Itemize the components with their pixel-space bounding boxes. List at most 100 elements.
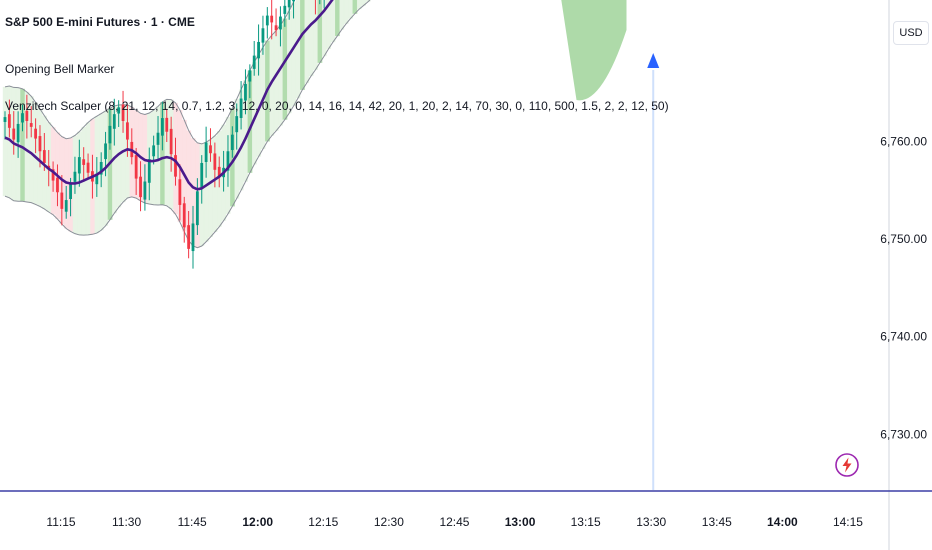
price-scale[interactable]: 6,760.00 6,750.00 6,740.00 6,730.00 <box>880 135 927 442</box>
regime-bar <box>300 0 305 90</box>
regime-bar <box>269 35 275 136</box>
candle <box>152 135 156 165</box>
currency-label[interactable]: USD <box>893 21 929 45</box>
candle-body <box>270 15 274 23</box>
candle-body <box>56 177 59 193</box>
candle <box>209 128 212 162</box>
candle <box>195 178 199 235</box>
candle <box>160 101 164 151</box>
candle <box>64 185 68 219</box>
regime-bar <box>190 138 196 246</box>
candle-body <box>160 118 164 136</box>
y-tick-label: 6,740.00 <box>880 330 927 344</box>
regime-bar <box>361 0 366 6</box>
candle <box>12 111 16 155</box>
candle <box>99 152 103 188</box>
candle-body <box>117 107 121 114</box>
x-tick-label: 11:30 <box>112 515 141 529</box>
candle-body <box>169 128 173 155</box>
projection-zone <box>561 0 627 101</box>
regime-bar <box>247 70 253 173</box>
candle-body <box>99 161 103 175</box>
candle-body <box>3 117 7 122</box>
regime-bar <box>203 142 209 242</box>
candle-body <box>112 114 116 129</box>
regime-bar <box>120 104 126 203</box>
candle-body <box>29 123 33 127</box>
candle <box>182 196 186 243</box>
candle <box>169 116 173 172</box>
y-tick-label: 6,750.00 <box>880 232 927 246</box>
regime-bar <box>186 130 192 241</box>
candle-body <box>165 117 169 132</box>
candle-body <box>134 155 138 179</box>
candle <box>143 164 147 211</box>
candle-body <box>235 116 239 133</box>
regime-bar <box>321 0 327 57</box>
candle <box>257 24 260 76</box>
candle-body <box>244 83 247 101</box>
band-lower <box>4 0 371 249</box>
symbol-title[interactable]: S&P 500 E-mini Futures · 1 · CME <box>5 15 195 29</box>
regime-bar <box>273 30 279 131</box>
indicator-venzitech-scalper[interactable]: Venzitech Scalper (8, 21, 12, 14, 0.7, 1… <box>5 99 669 113</box>
regime-bar <box>33 102 39 205</box>
candle <box>56 164 59 207</box>
x-tick-label: 12:45 <box>439 515 469 529</box>
candle <box>82 147 86 182</box>
candle-body <box>213 153 217 170</box>
candle <box>121 90 125 133</box>
candle-body <box>257 41 260 59</box>
regime-bar <box>252 62 257 165</box>
candle-body <box>42 150 46 163</box>
candle-body <box>239 98 243 118</box>
regime-bar <box>330 0 336 43</box>
candle <box>248 64 252 99</box>
candle-body <box>21 113 24 123</box>
candle <box>244 69 247 115</box>
regime-bar <box>116 104 122 208</box>
candle <box>7 99 11 138</box>
candle <box>230 126 234 158</box>
candle <box>139 161 142 212</box>
candle <box>134 147 138 195</box>
time-scale[interactable]: 11:15 11:30 11:45 12:00 12:15 12:30 12:45 13:00… <box>46 515 863 529</box>
candle-body <box>283 5 287 14</box>
x-tick-label: 12:30 <box>374 515 404 529</box>
y-tick-label: 6,730.00 <box>880 427 927 441</box>
candle-body <box>7 114 11 128</box>
candle <box>187 211 191 259</box>
indicator-opening-bell[interactable]: Opening Bell Marker <box>5 62 115 76</box>
lightning-icon[interactable] <box>834 452 860 478</box>
candle <box>323 0 325 9</box>
candle-body <box>38 136 42 152</box>
candle <box>73 156 77 194</box>
candle <box>287 0 291 20</box>
regime-bar <box>29 96 34 203</box>
regime-bar <box>313 0 318 70</box>
candle-body <box>82 159 86 165</box>
regime-bar <box>317 0 323 63</box>
candle <box>165 108 169 143</box>
candle-body <box>182 203 186 228</box>
candle <box>16 111 20 158</box>
x-tick-label: 12:15 <box>308 515 338 529</box>
candle <box>34 118 38 154</box>
candle-body <box>174 155 177 177</box>
regime-bar <box>352 0 358 14</box>
regime-bar <box>164 99 170 206</box>
candle-body <box>69 184 72 200</box>
regime-bar <box>20 88 25 202</box>
candle <box>60 175 64 226</box>
candle <box>283 0 287 27</box>
candle-body <box>279 16 282 30</box>
candle-body <box>86 162 90 173</box>
candle-body <box>252 55 256 69</box>
regime-bar <box>282 18 288 120</box>
candle-body <box>95 173 99 185</box>
candle <box>112 98 116 146</box>
candle-body <box>12 128 16 140</box>
candle <box>147 147 151 201</box>
